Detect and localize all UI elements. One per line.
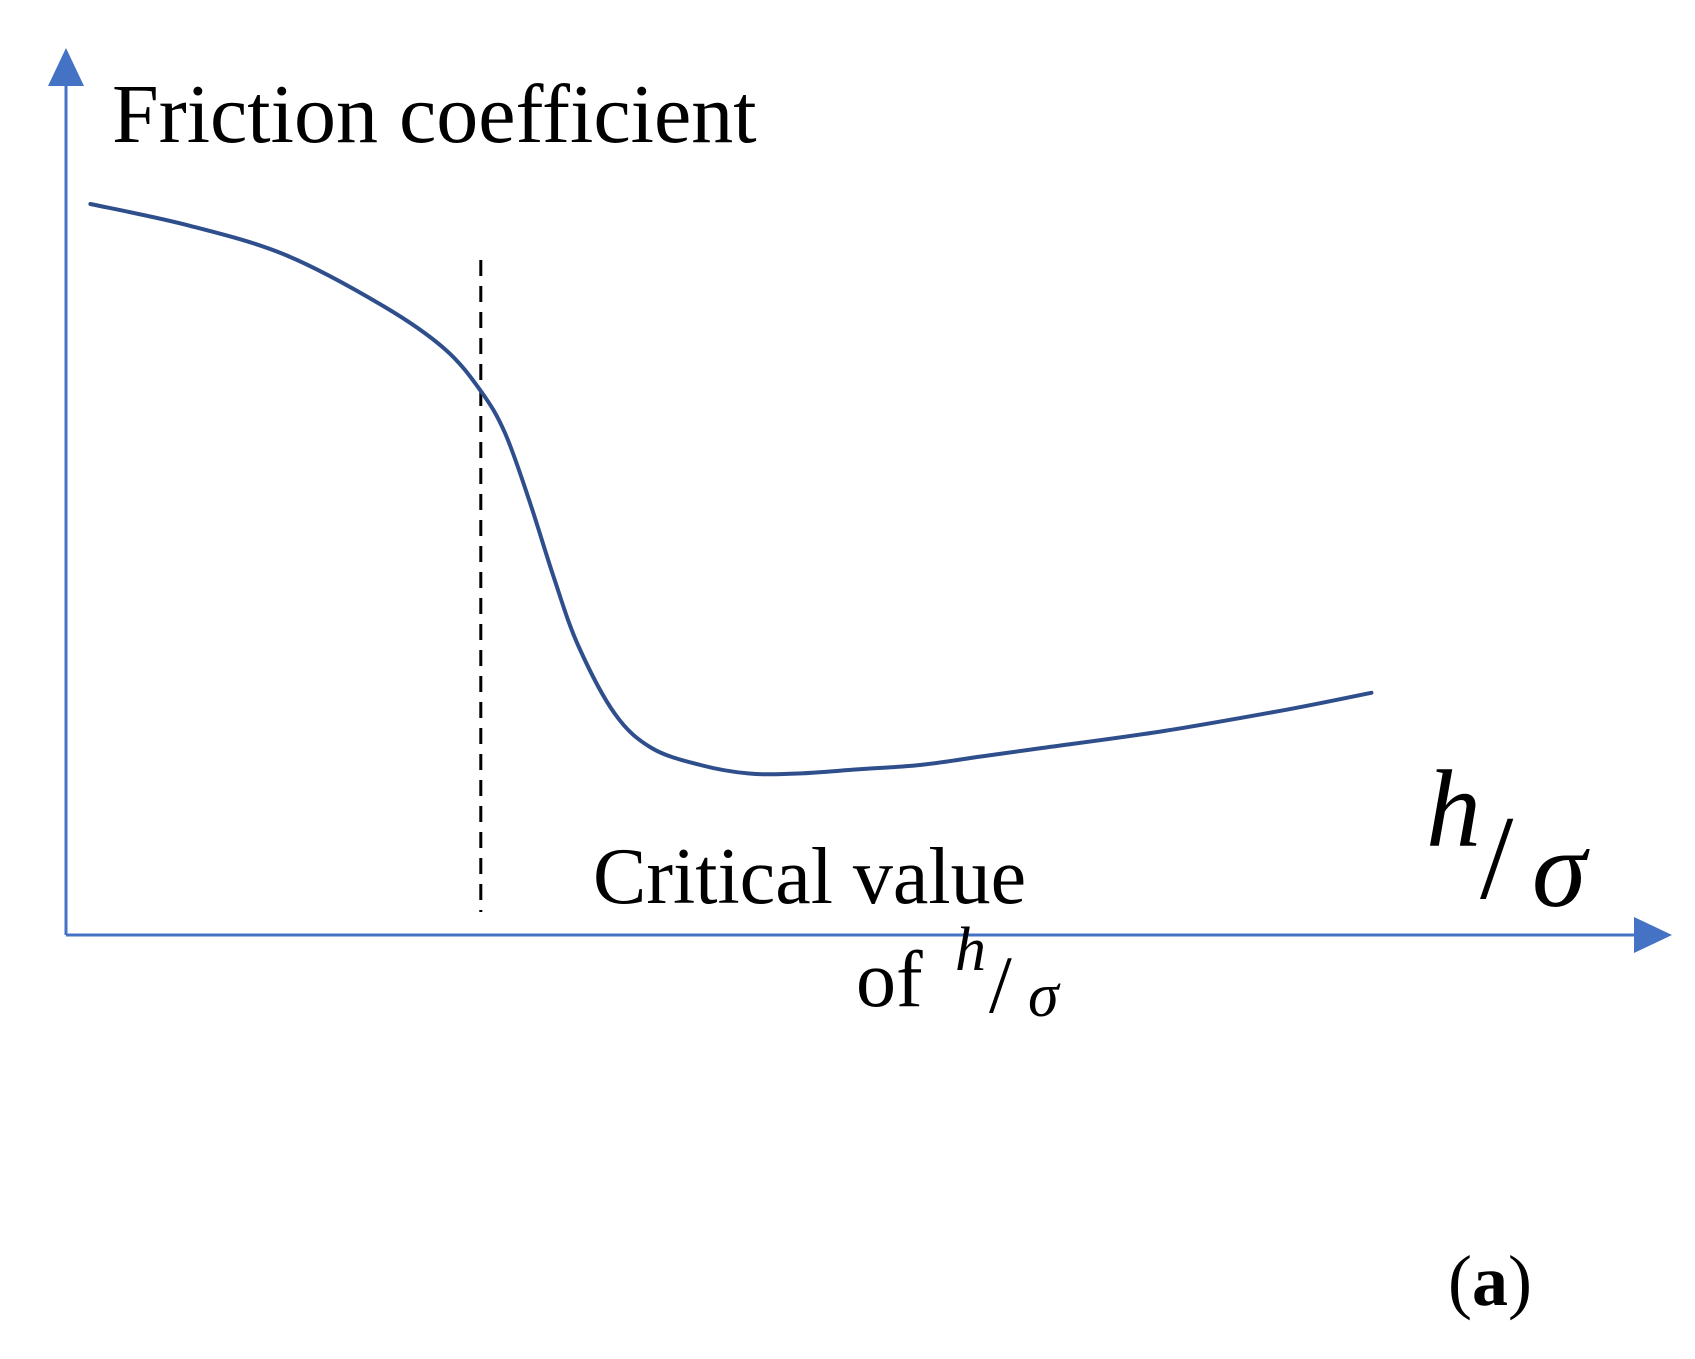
critical-value-numerator: h — [955, 916, 986, 984]
panel-label-open: ( — [1448, 1241, 1472, 1321]
x-axis-label-numerator: h — [1426, 748, 1481, 870]
friction-curve — [88, 202, 1374, 777]
y-axis-arrowhead — [48, 48, 84, 86]
x-axis-label: h / σ — [1426, 748, 1590, 930]
panel-label-close: ) — [1508, 1241, 1532, 1321]
data-points — [88, 202, 1373, 776]
panel-label-letter: a — [1472, 1241, 1508, 1321]
x-axis-arrowhead — [1634, 917, 1672, 953]
x-axis-label-slash: / — [1480, 791, 1514, 924]
critical-value-annotation: Critical value of h / σ — [593, 833, 1061, 1030]
critical-value-slash: / — [989, 939, 1012, 1030]
panel-label: (a) — [1448, 1241, 1532, 1321]
x-axis-label-denominator: σ — [1532, 808, 1590, 930]
y-axis-label: Friction coefficient — [112, 68, 757, 161]
axes — [48, 48, 1672, 953]
critical-value-denominator: σ — [1028, 962, 1061, 1030]
critical-value-line1: Critical value — [593, 833, 1026, 921]
critical-value-prefix: of — [856, 936, 923, 1024]
